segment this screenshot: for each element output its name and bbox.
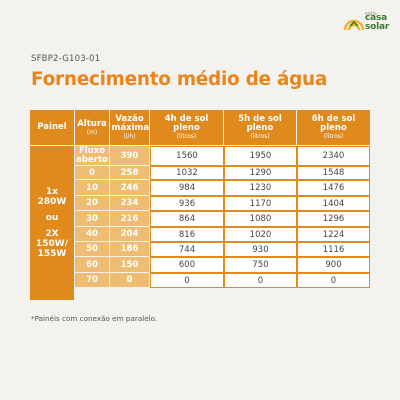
table-cell-h5: 930 [224,242,297,257]
table-cell-altura: 10 [75,180,110,196]
table-cell-h4: 984 [150,180,224,196]
table-cell-h5: 1080 [224,211,297,227]
table-cell-vazao: 0 [110,273,150,288]
table-cell-h4: 864 [150,211,224,227]
header-4h: 4h de sol pleno (litros) [150,110,224,146]
table-cell-h4: 0 [150,273,224,288]
table-cell-altura: 60 [75,257,110,273]
table-cell-altura: 70 [75,273,110,288]
table-cell-h4: 936 [150,196,224,211]
table-cell-vazao: 186 [110,242,150,257]
table-cell-h6: 1116 [297,242,370,257]
table-cell-h5: 1170 [224,196,297,211]
water-supply-table: Painel Altura (m) Vazão máxima (l/h) 4h … [30,110,370,300]
table-cell-h5: 0 [224,273,297,288]
table-cell-h4: 744 [150,242,224,257]
table-cell-h4: 600 [150,257,224,273]
table-cell-vazao: 246 [110,180,150,196]
header-altura: Altura (m) [75,110,110,146]
brand-small-text: eletro [365,11,377,16]
brand-logo: eletro casa solar [343,11,393,34]
table-cell-altura: 50 [75,242,110,257]
panel-config-cell: 1x 280W ou 2X 150W/ 155W [30,146,75,300]
brand-name-line1: casa [365,13,388,23]
table-cell-vazao: 204 [110,227,150,242]
footnote: *Painéis com conexão em paralelo. [31,314,158,323]
page-title: Fornecimento médio de água [31,69,328,90]
table-cell-vazao: 258 [110,166,150,180]
table-cell-altura: 20 [75,196,110,211]
table-cell-vazao: 216 [110,211,150,227]
table-cell-h6: 1224 [297,227,370,242]
table-cell-h5: 1020 [224,227,297,242]
table-cell-h4: 1560 [150,146,224,166]
table-cell-altura: 40 [75,227,110,242]
table-cell-h6: 1476 [297,180,370,196]
header-5h: 5h de sol pleno (litros) [224,110,297,146]
table-cell-h6: 2340 [297,146,370,166]
table-cell-vazao: 234 [110,196,150,211]
header-vazao: Vazão máxima (l/h) [110,110,150,146]
product-code: SFBP2-G103-01 [31,54,101,64]
table-cell-h6: 1404 [297,196,370,211]
table-cell-h6: 1548 [297,166,370,180]
table-cell-h6: 900 [297,257,370,273]
table-cell-h4: 816 [150,227,224,242]
table-cell-altura: Fluxo aberto [75,146,110,166]
table-cell-h5: 750 [224,257,297,273]
table-cell-vazao: 390 [110,146,150,166]
table-cell-h5: 1230 [224,180,297,196]
header-6h: 6h de sol pleno (litros) [297,110,370,146]
brand-name-line2: solar [365,22,390,32]
table-cell-vazao: 150 [110,257,150,273]
table-cell-h6: 0 [297,273,370,288]
table-cell-altura: 30 [75,211,110,227]
sun-house-icon [343,19,365,31]
table-cell-h4: 1032 [150,166,224,180]
table-cell-altura: 0 [75,166,110,180]
table-cell-h5: 1290 [224,166,297,180]
table-cell-h6: 1296 [297,211,370,227]
table-cell-h5: 1950 [224,146,297,166]
header-painel: Painel [30,110,75,146]
